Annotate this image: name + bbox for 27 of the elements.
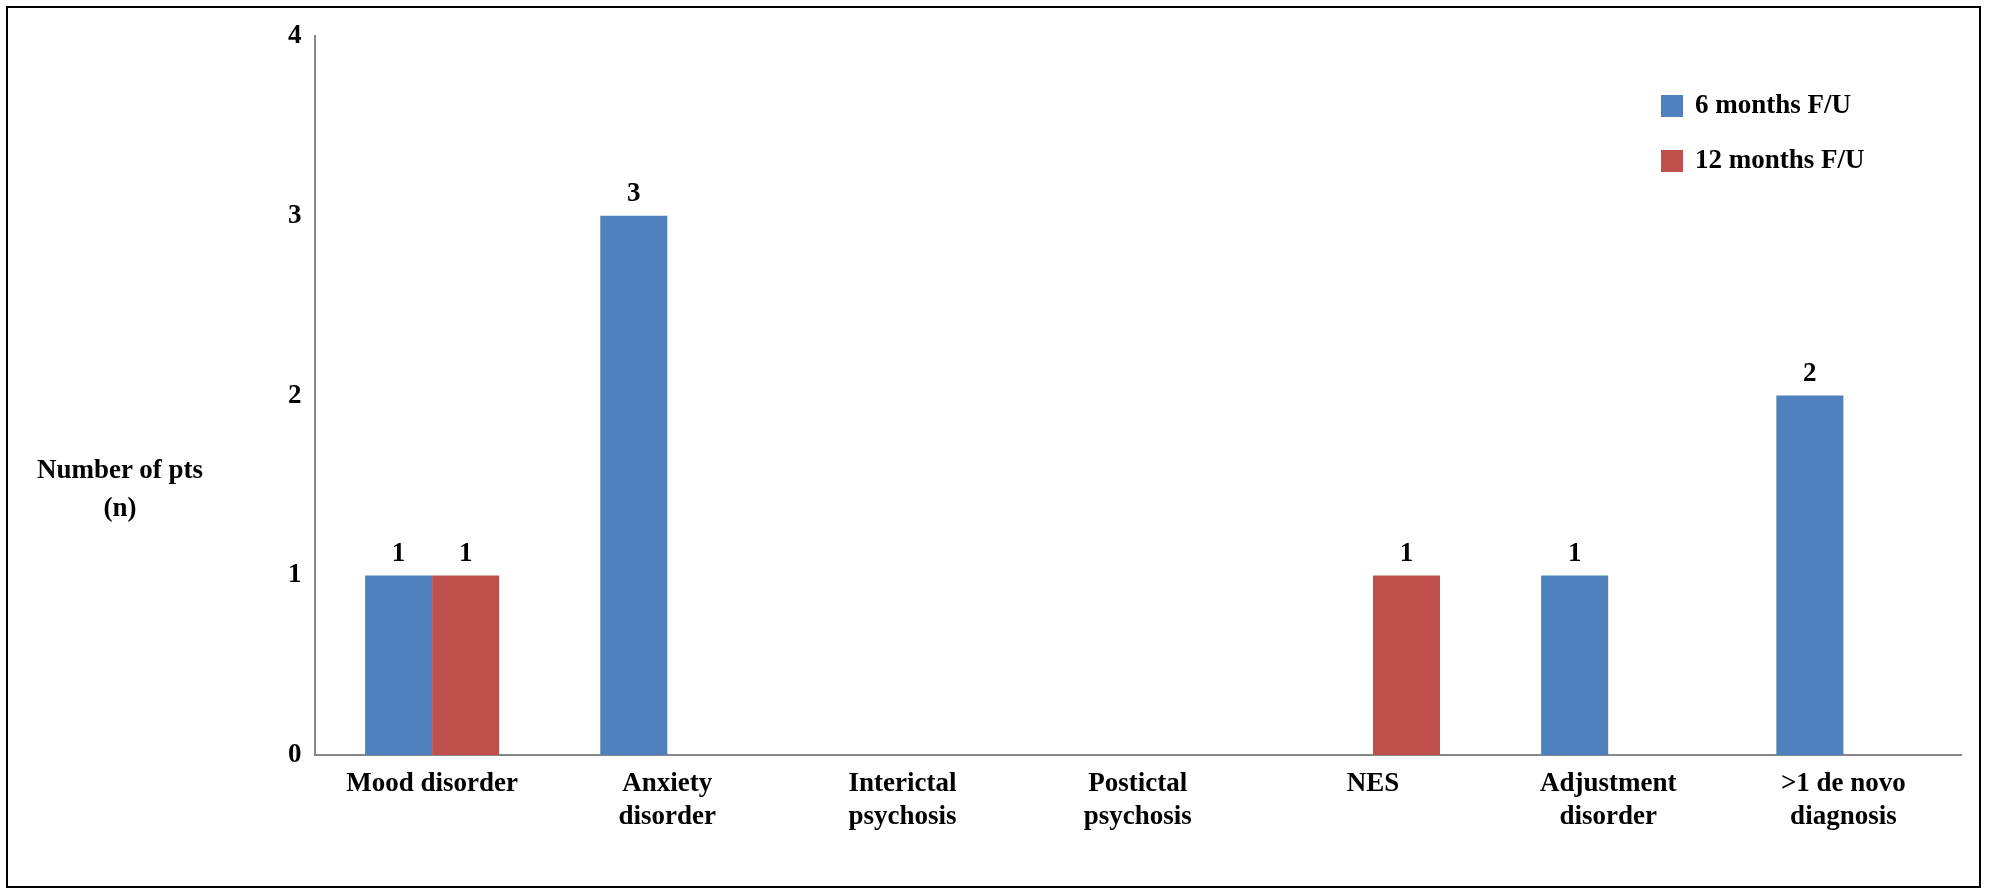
data-label: 1: [1567, 536, 1582, 567]
x-tick-label: Adjustment disorder: [1539, 767, 1677, 830]
data-label: 1: [391, 536, 406, 567]
legend-label: 12 months F/U: [1695, 143, 1865, 174]
bar: [600, 215, 668, 756]
x-tick-label: Interictal psychosis: [848, 767, 958, 830]
data-label: 1: [1399, 536, 1414, 567]
x-tick-label: >1 de novo diagnosis: [1780, 767, 1906, 830]
x-tick-label: Anxiety disorder: [618, 767, 717, 830]
legend-label: 6 months F/U: [1695, 88, 1852, 119]
y-axis-title: Number of pts (n): [36, 453, 204, 524]
bar: [432, 575, 500, 756]
data-label: 1: [458, 536, 473, 567]
y-tick-label: 2: [288, 378, 302, 409]
y-tick-label: 0: [288, 738, 302, 769]
data-label: 2: [1803, 357, 1817, 388]
data-label: 3: [627, 177, 641, 208]
bar: [1541, 575, 1609, 756]
y-tick-label: 4: [288, 18, 302, 49]
x-tick-label: Postictal psychosis: [1083, 767, 1192, 830]
y-tick-label: 3: [288, 198, 302, 229]
x-tick-label: Mood disorder: [346, 767, 518, 798]
bar: [1372, 575, 1440, 756]
bar: [1776, 395, 1844, 756]
x-tick-label: NES: [1346, 767, 1400, 798]
bar: [365, 575, 433, 756]
y-tick-label: 1: [288, 558, 302, 589]
